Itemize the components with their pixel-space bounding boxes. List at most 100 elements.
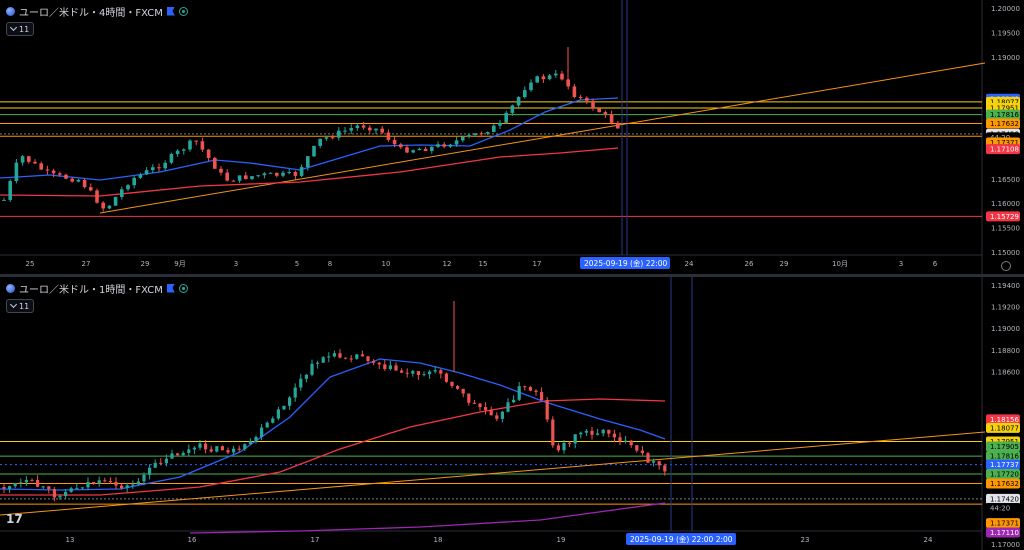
candle-body [14, 162, 19, 182]
indicators-toggle-4h[interactable]: 11 [6, 22, 35, 36]
candle-body [545, 400, 549, 420]
price-tag-text: 1.17371 [990, 520, 1019, 528]
time-axis-label: 9月 [174, 260, 185, 268]
candle-body [560, 73, 564, 80]
price-tag-bg [986, 118, 1020, 129]
candle-body [108, 481, 112, 483]
price-axis-label: 1.18600 [991, 368, 1020, 376]
candle-body [192, 447, 196, 450]
price-tag-text: 1.18156 [990, 416, 1019, 424]
price-axis-label: 1.19200 [991, 304, 1020, 312]
candle-body [204, 443, 208, 450]
candle-body [473, 133, 477, 136]
euro-currency-icon [6, 6, 15, 16]
candle-body [472, 402, 476, 404]
candle-body [157, 167, 161, 169]
indicator-count-1h: 11 [19, 301, 30, 311]
symbol-legend-1h[interactable]: ユーロ／米ドル・1時間・FXCM [6, 281, 188, 296]
candle-body [380, 128, 384, 133]
candle-body [231, 180, 236, 182]
candle-body [343, 130, 347, 132]
candle-body [8, 486, 12, 489]
candle-body [607, 429, 611, 434]
time-axis-label: 13 [66, 536, 75, 544]
candle-body [422, 374, 426, 376]
candle-body [101, 202, 105, 209]
chart-pane-4h[interactable]: 1.20000 1.19500 1.19000 1.16500 1.16000 1.155… [0, 0, 1024, 274]
candle-body [444, 373, 448, 382]
price-chart-1h[interactable]: 1.194001.192001.190001.188001.186001.172… [0, 277, 1024, 550]
candle-body [275, 172, 279, 176]
pane-divider[interactable] [0, 274, 1024, 277]
candle-body [616, 122, 620, 129]
candle-body [430, 146, 434, 152]
market-status-icon[interactable] [178, 6, 188, 16]
price-tag-bg [986, 422, 1020, 433]
flag-icon[interactable] [166, 6, 175, 16]
time-axis-label: 12 [443, 260, 452, 268]
candle-body [388, 365, 392, 370]
price-chart-4h[interactable]: 1.20000 1.19500 1.19000 1.16500 1.16000 1.155… [0, 0, 1024, 274]
candle-body [287, 172, 291, 174]
candle-body [400, 370, 404, 373]
moving-average-blue [0, 358, 666, 491]
flag-icon[interactable] [166, 283, 175, 293]
candle-body [467, 135, 471, 137]
price-axis-label: 1.19000 [991, 54, 1020, 62]
candle-body [492, 125, 496, 133]
candle-body [324, 137, 329, 139]
candle-body [126, 185, 130, 190]
candle-body [327, 356, 331, 358]
price-tag-bg [986, 144, 1020, 155]
time-axis-label: 26 [745, 260, 754, 268]
market-status-icon[interactable] [178, 283, 188, 293]
candle-body [629, 440, 633, 446]
candle-body [321, 357, 325, 363]
time-axis-label: 18 [434, 536, 443, 544]
candle-body [612, 433, 616, 438]
candle-body [107, 205, 112, 209]
price-tag-text: 1.18077 [990, 98, 1019, 106]
settings-icon[interactable] [1001, 261, 1011, 271]
candle-body [591, 100, 595, 109]
moving-average-red [0, 398, 666, 496]
candle-body [243, 444, 247, 450]
time-axis-label: 17 [311, 536, 320, 544]
candle-body [304, 374, 308, 379]
time-axis-label: 24 [685, 260, 694, 268]
candle-body [237, 448, 241, 450]
time-axis-label: 10月 [832, 260, 848, 268]
price-tag: 1.17737 [986, 459, 1020, 470]
candle-body [268, 172, 273, 174]
candle-body [260, 427, 264, 437]
chart-pane-1h[interactable]: 1.194001.192001.190001.188001.186001.172… [0, 277, 1024, 550]
candle-body [271, 418, 275, 423]
symbol-legend-4h[interactable]: ユーロ／米ドル・4時間・FXCM [6, 4, 188, 19]
candle-body [479, 133, 484, 135]
price-tag-text: 44:20 [990, 505, 1010, 513]
candle-body [456, 385, 460, 389]
indicators-toggle-1h[interactable]: 11 [6, 299, 35, 313]
candle-body [27, 156, 31, 162]
time-axis-label: 6 [933, 260, 938, 268]
price-axis-label: 1.16000 [991, 200, 1020, 208]
price-tag-bg [986, 441, 1020, 452]
candle-body [181, 452, 185, 456]
candle-body [232, 448, 236, 453]
candle-body [590, 430, 594, 435]
candle-body [428, 371, 432, 375]
candle-body [148, 467, 152, 475]
time-axis-label: 29 [780, 260, 789, 268]
candle-body [585, 97, 589, 101]
candle-body [506, 402, 510, 412]
candle-body [36, 479, 40, 487]
candle-body [299, 167, 304, 176]
candle-body [523, 90, 527, 98]
price-tag: 1.17905 [986, 441, 1020, 452]
time-axis-label: 10 [382, 260, 391, 268]
candle-body [103, 480, 107, 482]
candle-body [225, 172, 229, 181]
candle-body [125, 485, 129, 489]
candle-body [535, 76, 539, 83]
indicator-count-4h: 11 [19, 24, 30, 34]
